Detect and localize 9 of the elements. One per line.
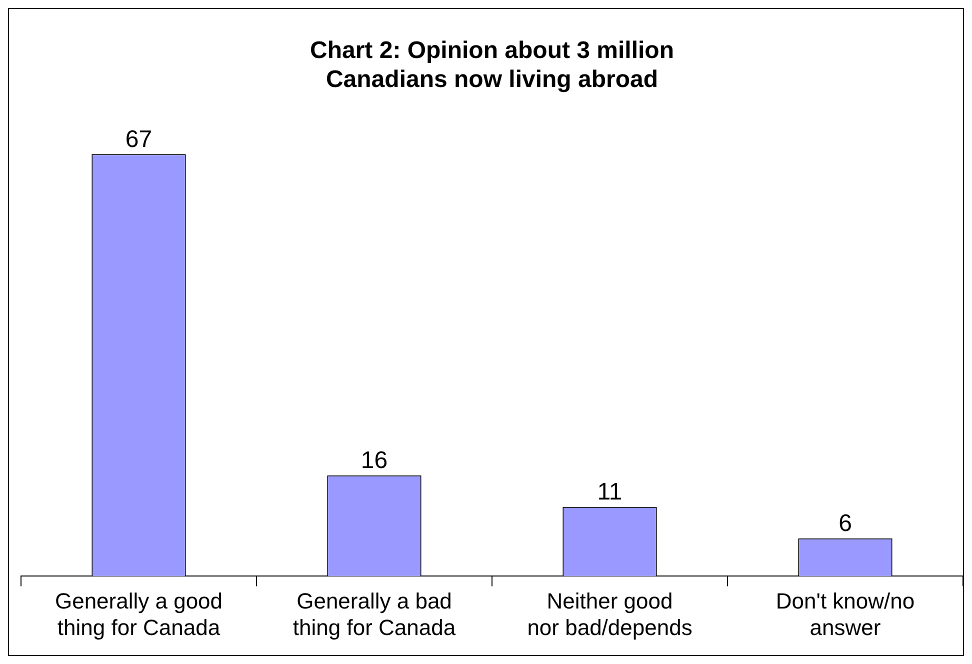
chart-title: Chart 2: Opinion about 3 million Canadians now living abroad bbox=[310, 37, 674, 93]
data-label: 67 bbox=[125, 126, 152, 153]
x-tick-label: Neither good nor bad/depends bbox=[527, 588, 692, 640]
data-label: 16 bbox=[360, 447, 388, 474]
x-tick-label: Generally a good thing for Canada bbox=[54, 588, 223, 640]
x-tick-label: Don't know/no answer bbox=[776, 588, 915, 640]
data-label: 11 bbox=[597, 478, 622, 506]
data-label: 6 bbox=[838, 510, 852, 538]
x-tick-label: Generally a bad thing for Canada bbox=[292, 588, 456, 640]
